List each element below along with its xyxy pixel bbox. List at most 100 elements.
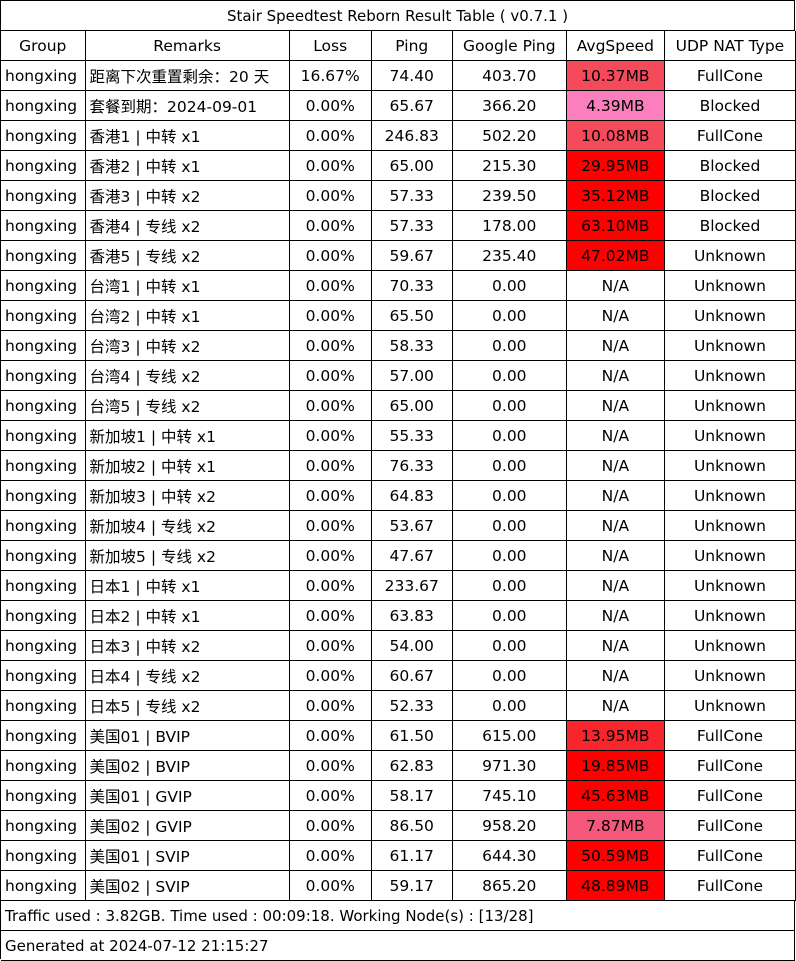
cell-group: hongxing bbox=[1, 810, 86, 841]
table-row: hongxing 新加坡3 | 中转 x2 0.00% 64.83 0.00 N/A Unk… bbox=[1, 480, 796, 511]
table-row: hongxing 日本1 | 中转 x1 0.00% 233.67 0.00 N/A Unk… bbox=[1, 570, 796, 601]
cell-loss: 0.00% bbox=[289, 540, 372, 571]
cell-group: hongxing bbox=[1, 120, 86, 151]
cell-avg-speed: N/A bbox=[566, 480, 665, 511]
cell-google-ping: 0.00 bbox=[452, 570, 567, 601]
cell-ping: 57.33 bbox=[371, 210, 453, 241]
cell-avg-speed: N/A bbox=[566, 450, 665, 481]
cell-remarks: 台湾1 | 中转 x1 bbox=[85, 270, 290, 301]
cell-ping: 65.67 bbox=[371, 90, 453, 121]
cell-avg-speed: N/A bbox=[566, 660, 665, 691]
cell-remarks: 香港1 | 中转 x1 bbox=[85, 120, 290, 151]
cell-google-ping: 0.00 bbox=[452, 690, 567, 721]
header-loss: Loss bbox=[289, 31, 372, 61]
cell-ping: 61.17 bbox=[371, 840, 453, 871]
cell-remarks: 美国02 | SVIP bbox=[85, 870, 290, 901]
cell-avg-speed: 48.89MB bbox=[566, 870, 665, 901]
cell-loss: 0.00% bbox=[289, 90, 372, 121]
cell-avg-speed: 4.39MB bbox=[566, 90, 665, 121]
cell-udp-nat-type: FullCone bbox=[664, 780, 796, 811]
cell-udp-nat-type: Unknown bbox=[664, 300, 796, 331]
cell-udp-nat-type: FullCone bbox=[664, 810, 796, 841]
cell-loss: 0.00% bbox=[289, 750, 372, 781]
cell-google-ping: 0.00 bbox=[452, 540, 567, 571]
cell-google-ping: 0.00 bbox=[452, 630, 567, 661]
cell-google-ping: 0.00 bbox=[452, 270, 567, 301]
cell-loss: 0.00% bbox=[289, 210, 372, 241]
cell-google-ping: 0.00 bbox=[452, 300, 567, 331]
cell-group: hongxing bbox=[1, 390, 86, 421]
table-row: hongxing 美国01 | GVIP 0.00% 58.17 745.10 45.63… bbox=[1, 780, 796, 811]
cell-group: hongxing bbox=[1, 90, 86, 121]
cell-udp-nat-type: Blocked bbox=[664, 150, 796, 181]
cell-avg-speed: N/A bbox=[566, 510, 665, 541]
table-row: hongxing 日本2 | 中转 x1 0.00% 63.83 0.00 N/A Unkn… bbox=[1, 600, 796, 631]
cell-udp-nat-type: Unknown bbox=[664, 510, 796, 541]
cell-group: hongxing bbox=[1, 180, 86, 211]
table-row: hongxing 美国01 | SVIP 0.00% 61.17 644.30 50.59… bbox=[1, 840, 796, 871]
cell-remarks: 套餐到期：2024-09-01 bbox=[85, 90, 290, 121]
cell-loss: 0.00% bbox=[289, 420, 372, 451]
cell-loss: 0.00% bbox=[289, 570, 372, 601]
cell-avg-speed: N/A bbox=[566, 600, 665, 631]
cell-loss: 0.00% bbox=[289, 180, 372, 211]
cell-group: hongxing bbox=[1, 330, 86, 361]
cell-remarks: 新加坡4 | 专线 x2 bbox=[85, 510, 290, 541]
cell-ping: 86.50 bbox=[371, 810, 453, 841]
cell-loss: 0.00% bbox=[289, 660, 372, 691]
cell-avg-speed: N/A bbox=[566, 330, 665, 361]
cell-google-ping: 615.00 bbox=[452, 720, 567, 751]
cell-loss: 16.67% bbox=[289, 60, 372, 91]
cell-udp-nat-type: FullCone bbox=[664, 870, 796, 901]
cell-udp-nat-type: Unknown bbox=[664, 690, 796, 721]
cell-udp-nat-type: Unknown bbox=[664, 630, 796, 661]
cell-loss: 0.00% bbox=[289, 240, 372, 271]
cell-ping: 59.67 bbox=[371, 240, 453, 271]
cell-avg-speed: N/A bbox=[566, 630, 665, 661]
cell-avg-speed: N/A bbox=[566, 390, 665, 421]
cell-udp-nat-type: Unknown bbox=[664, 540, 796, 571]
table-row: hongxing 台湾2 | 中转 x1 0.00% 65.50 0.00 N/A Unkn… bbox=[1, 300, 796, 331]
generated-timestamp: Generated at 2024-07-12 21:15:27 bbox=[1, 931, 795, 961]
cell-remarks: 台湾5 | 专线 x2 bbox=[85, 390, 290, 421]
cell-ping: 57.00 bbox=[371, 360, 453, 391]
cell-google-ping: 0.00 bbox=[452, 360, 567, 391]
cell-google-ping: 0.00 bbox=[452, 600, 567, 631]
cell-loss: 0.00% bbox=[289, 810, 372, 841]
table-row: hongxing 新加坡4 | 专线 x2 0.00% 53.67 0.00 N/A Unk… bbox=[1, 510, 796, 541]
cell-udp-nat-type: Unknown bbox=[664, 390, 796, 421]
cell-ping: 63.83 bbox=[371, 600, 453, 631]
cell-ping: 65.00 bbox=[371, 150, 453, 181]
cell-google-ping: 215.30 bbox=[452, 150, 567, 181]
cell-google-ping: 0.00 bbox=[452, 510, 567, 541]
table-row: hongxing 台湾5 | 专线 x2 0.00% 65.00 0.00 N/A Unkn… bbox=[1, 390, 796, 421]
table-body: hongxing 距离下次重置剩余：20 天 16.67% 74.40 403.70 10… bbox=[1, 60, 796, 901]
table-row: hongxing 美国02 | BVIP 0.00% 62.83 971.30 19.85… bbox=[1, 750, 796, 781]
cell-google-ping: 403.70 bbox=[452, 60, 567, 91]
table-row: hongxing 香港3 | 中转 x2 0.00% 57.33 239.50 35.12… bbox=[1, 180, 796, 211]
table-row: hongxing 新加坡5 | 专线 x2 0.00% 47.67 0.00 N/A Unk… bbox=[1, 540, 796, 571]
header-udp-nat-type: UDP NAT Type bbox=[664, 31, 796, 61]
cell-remarks: 台湾4 | 专线 x2 bbox=[85, 360, 290, 391]
cell-remarks: 香港3 | 中转 x2 bbox=[85, 180, 290, 211]
cell-avg-speed: 10.37MB bbox=[566, 60, 665, 91]
cell-loss: 0.00% bbox=[289, 360, 372, 391]
cell-avg-speed: 29.95MB bbox=[566, 150, 665, 181]
cell-remarks: 日本5 | 专线 x2 bbox=[85, 690, 290, 721]
cell-loss: 0.00% bbox=[289, 510, 372, 541]
cell-avg-speed: N/A bbox=[566, 420, 665, 451]
cell-udp-nat-type: FullCone bbox=[664, 750, 796, 781]
header-google-ping: Google Ping bbox=[452, 31, 567, 61]
cell-loss: 0.00% bbox=[289, 330, 372, 361]
cell-remarks: 新加坡3 | 中转 x2 bbox=[85, 480, 290, 511]
cell-udp-nat-type: Unknown bbox=[664, 330, 796, 361]
cell-loss: 0.00% bbox=[289, 600, 372, 631]
cell-avg-speed: 47.02MB bbox=[566, 240, 665, 271]
cell-udp-nat-type: Unknown bbox=[664, 270, 796, 301]
cell-google-ping: 958.20 bbox=[452, 810, 567, 841]
cell-ping: 57.33 bbox=[371, 180, 453, 211]
cell-ping: 47.67 bbox=[371, 540, 453, 571]
cell-remarks: 美国01 | GVIP bbox=[85, 780, 290, 811]
cell-ping: 246.83 bbox=[371, 120, 453, 151]
cell-udp-nat-type: Blocked bbox=[664, 90, 796, 121]
